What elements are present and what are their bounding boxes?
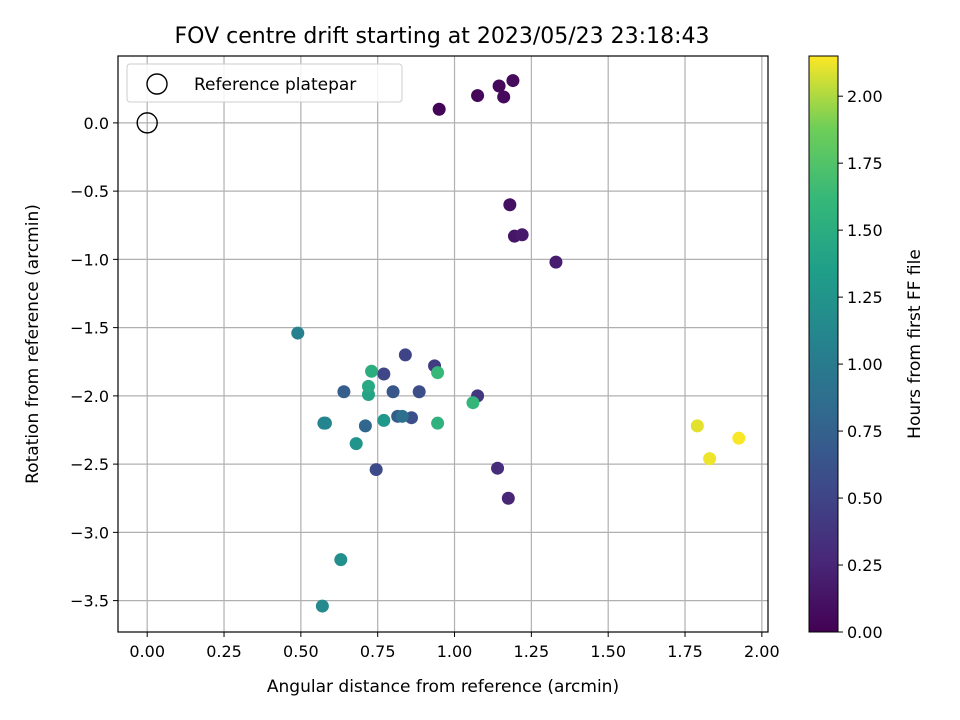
data-point — [361, 379, 375, 393]
legend-marker-open-circle — [146, 73, 168, 95]
colorbar: 0.00 0.25 0.50 0.75 1.00 1.25 1.50 1.75 2.00 Hou… — [808, 55, 925, 642]
grid-lines — [118, 56, 768, 632]
data-point — [515, 228, 529, 242]
colorbar-tick-label: 1.25 — [847, 288, 883, 307]
data-point — [395, 409, 409, 423]
data-point — [358, 419, 372, 433]
y-axis-ticks: 0.0 −0.5 −1.0 −1.5 −2.0 −2.5 −3.0 −3.5 — [70, 114, 118, 611]
chart-title: FOV centre drift starting at 2023/05/23 … — [175, 24, 710, 49]
y-tick-label: −1.5 — [70, 319, 109, 338]
colorbar-tick-label: 1.50 — [847, 221, 883, 240]
data-point — [506, 74, 520, 88]
x-axis-label: Angular distance from reference (arcmin) — [267, 677, 619, 697]
data-point — [431, 416, 445, 430]
data-point — [501, 491, 515, 505]
data-point — [365, 364, 379, 378]
data-point — [466, 396, 480, 410]
y-tick-label: −2.5 — [70, 455, 109, 474]
data-point — [703, 452, 717, 466]
x-axis-ticks: 0.00 0.25 0.50 0.75 1.00 1.25 1.50 1.75 2.00 — [129, 632, 780, 661]
data-point — [386, 385, 400, 399]
data-point — [377, 367, 391, 381]
y-tick-label: −3.5 — [70, 592, 109, 611]
y-axis-label: Rotation from reference (arcmin) — [23, 204, 43, 484]
x-tick-label: 1.25 — [514, 642, 550, 661]
data-point — [492, 79, 506, 93]
data-point — [497, 90, 511, 104]
plot-frame — [117, 55, 769, 633]
x-tick-label: 2.00 — [744, 642, 780, 661]
legend: Reference platepar — [126, 63, 403, 103]
colorbar-tick-label: 1.75 — [847, 154, 883, 173]
data-point — [315, 599, 329, 613]
reference-platepar-marker — [136, 112, 158, 134]
data-point — [491, 461, 505, 475]
y-tick-label: −0.5 — [70, 182, 109, 201]
data-points — [136, 74, 746, 613]
data-point — [471, 89, 485, 103]
y-tick-label: −1.0 — [70, 250, 109, 269]
data-point — [337, 385, 351, 399]
data-point — [732, 431, 746, 445]
colorbar-ticks: 0.00 0.25 0.50 0.75 1.00 1.25 1.50 1.75 2.00 — [838, 87, 883, 642]
colorbar-tick-label: 0.50 — [847, 489, 883, 508]
colorbar-tick-label: 0.75 — [847, 422, 883, 441]
x-tick-label: 1.00 — [437, 642, 473, 661]
data-point — [549, 255, 563, 269]
colorbar-tick-label: 2.00 — [847, 87, 883, 106]
colorbar-gradient — [808, 55, 839, 633]
data-point — [377, 413, 391, 427]
colorbar-tick-label: 0.00 — [847, 623, 883, 642]
x-tick-label: 0.50 — [283, 642, 319, 661]
data-point — [690, 419, 704, 433]
data-point — [291, 326, 305, 340]
data-point — [503, 198, 517, 212]
data-point — [318, 416, 332, 430]
data-point — [398, 348, 412, 362]
data-point — [432, 102, 446, 116]
data-point — [334, 553, 348, 567]
x-tick-label: 0.25 — [206, 642, 242, 661]
x-tick-label: 0.75 — [360, 642, 396, 661]
data-point — [431, 366, 445, 380]
colorbar-tick-label: 1.00 — [847, 355, 883, 374]
y-tick-label: 0.0 — [84, 114, 109, 133]
legend-box — [126, 63, 403, 103]
data-point — [369, 463, 383, 477]
colorbar-tick-label: 0.25 — [847, 556, 883, 575]
x-tick-label: 0.00 — [129, 642, 165, 661]
legend-entry-label: Reference platepar — [194, 75, 356, 95]
data-point — [412, 385, 426, 399]
x-tick-label: 1.50 — [590, 642, 626, 661]
y-tick-label: −2.0 — [70, 387, 109, 406]
data-point — [349, 437, 363, 451]
x-tick-label: 1.75 — [667, 642, 703, 661]
colorbar-label: Hours from first FF file — [905, 249, 925, 439]
y-tick-label: −3.0 — [70, 523, 109, 542]
